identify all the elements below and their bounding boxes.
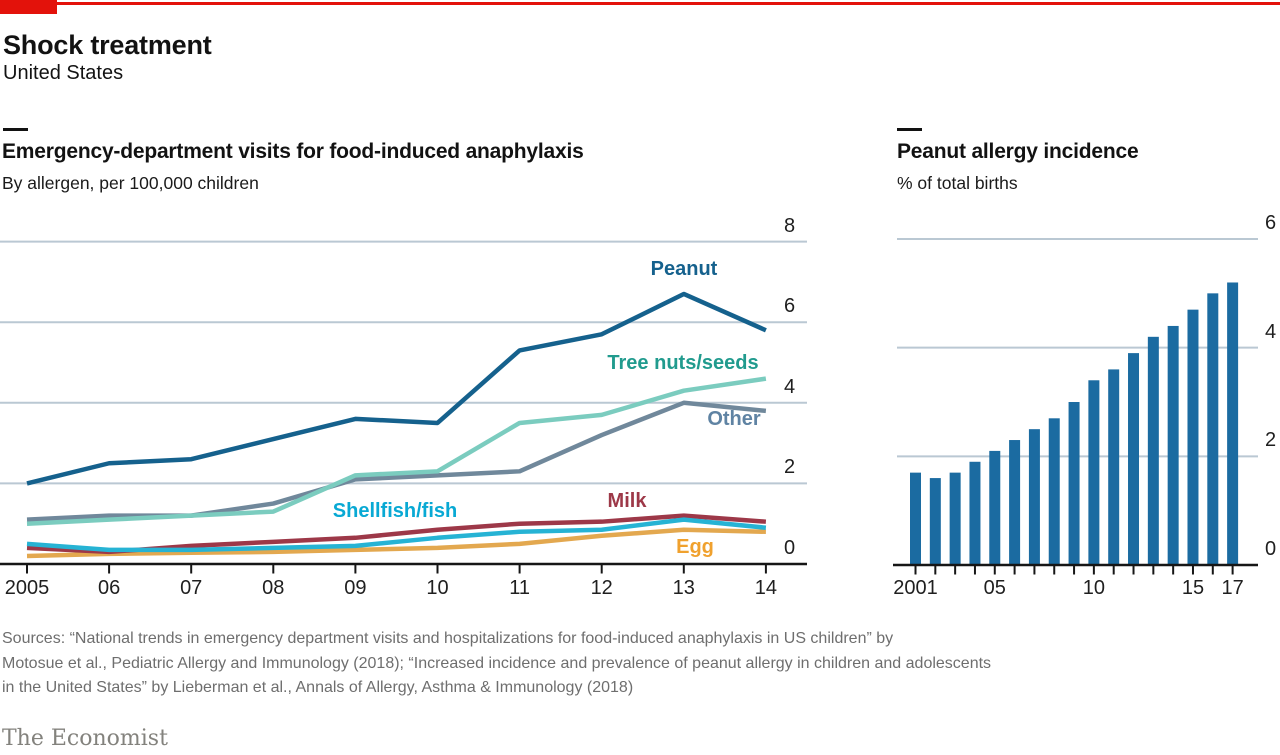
bar-2017 (1227, 282, 1239, 565)
left-x-tick-label: 11 (509, 577, 530, 599)
left-y-tick-label: 4 (784, 375, 796, 398)
left-x-tick-label: 2005 (4, 577, 50, 599)
left-x-tick-label: 13 (672, 577, 695, 599)
line-Shellfish/fish (26, 517, 767, 553)
line-Egg (26, 527, 766, 559)
series-label-Peanut: Peanut (650, 258, 718, 280)
series-label-Tree nuts/seeds: Tree nuts/seeds (607, 352, 759, 374)
left-x-tick-label: 08 (262, 577, 285, 599)
left-y-tick-label: 6 (784, 295, 796, 318)
right-x-tick-label: 15 (1181, 577, 1205, 599)
sources-line: Sources: “National trends in emergency d… (2, 630, 894, 647)
left-x-tick-label: 14 (754, 577, 778, 599)
right-chart-title: Peanut allergy incidence (897, 140, 1139, 163)
bar-2016 (1207, 293, 1219, 565)
page-title: Shock treatment (3, 30, 212, 60)
right-x-tick-label: 2001 (893, 577, 938, 599)
bar-2010 (1088, 380, 1100, 565)
left-x-tick-label: 12 (590, 577, 613, 599)
top-red-rule (0, 2, 1280, 5)
right-y-tick-label: 6 (1265, 212, 1277, 235)
right-y-tick-label: 0 (1265, 538, 1277, 560)
bar-2009 (1068, 402, 1080, 565)
series-label-Milk: Milk (607, 490, 647, 512)
line-Peanut (26, 291, 767, 486)
bar-2014 (1167, 325, 1179, 565)
right-x-tick-label: 10 (1082, 577, 1105, 599)
bar-2013 (1147, 336, 1159, 565)
bar-2015 (1187, 309, 1199, 565)
right-y-tick-label: 4 (1265, 320, 1277, 343)
right-panel-dash (897, 128, 922, 131)
series-label-Shellfish/fish: Shellfish/fish (332, 500, 458, 522)
left-x-tick-label: 10 (426, 577, 449, 599)
right-x-tick-label: 17 (1221, 577, 1244, 599)
page-subtitle: United States (3, 62, 124, 84)
right-chart-subtitle: % of total births (897, 173, 1018, 193)
bar-2006 (1009, 440, 1021, 565)
bar-2004 (969, 461, 981, 565)
bar-2005 (989, 450, 1001, 565)
bar-2003 (949, 472, 961, 565)
economist-red-tab (0, 0, 57, 14)
series-label-Egg: Egg (676, 536, 714, 558)
left-panel-dash (3, 128, 28, 131)
bar-2011 (1108, 369, 1120, 565)
left-x-tick-label: 09 (344, 577, 367, 599)
left-y-tick-label: 2 (784, 456, 796, 479)
right-y-tick-label: 2 (1265, 429, 1277, 452)
right-x-tick-label: 05 (983, 577, 1006, 599)
left-y-tick-label: 8 (784, 214, 796, 237)
left-y-tick-label: 0 (784, 537, 796, 559)
bar-2002 (929, 478, 941, 565)
economist-wordmark: The Economist (2, 726, 168, 751)
left-chart-title: Emergency-department visits for food-ind… (2, 140, 584, 163)
sources-line: in the United States” by Lieberman et al… (2, 679, 634, 696)
bar-2007 (1028, 429, 1040, 565)
sources-note: Sources: “National trends in emergency d… (2, 627, 991, 701)
bar-2012 (1128, 353, 1140, 565)
series-label-Other: Other (707, 408, 761, 430)
left-chart-subtitle: By allergen, per 100,000 children (2, 173, 259, 193)
bar-2001 (910, 472, 921, 565)
left-x-tick-label: 07 (180, 577, 203, 599)
left-x-tick-label: 06 (97, 577, 121, 599)
bar-2008 (1048, 418, 1060, 565)
sources-line: Motosue et al., Pediatric Allergy and Im… (2, 654, 992, 672)
